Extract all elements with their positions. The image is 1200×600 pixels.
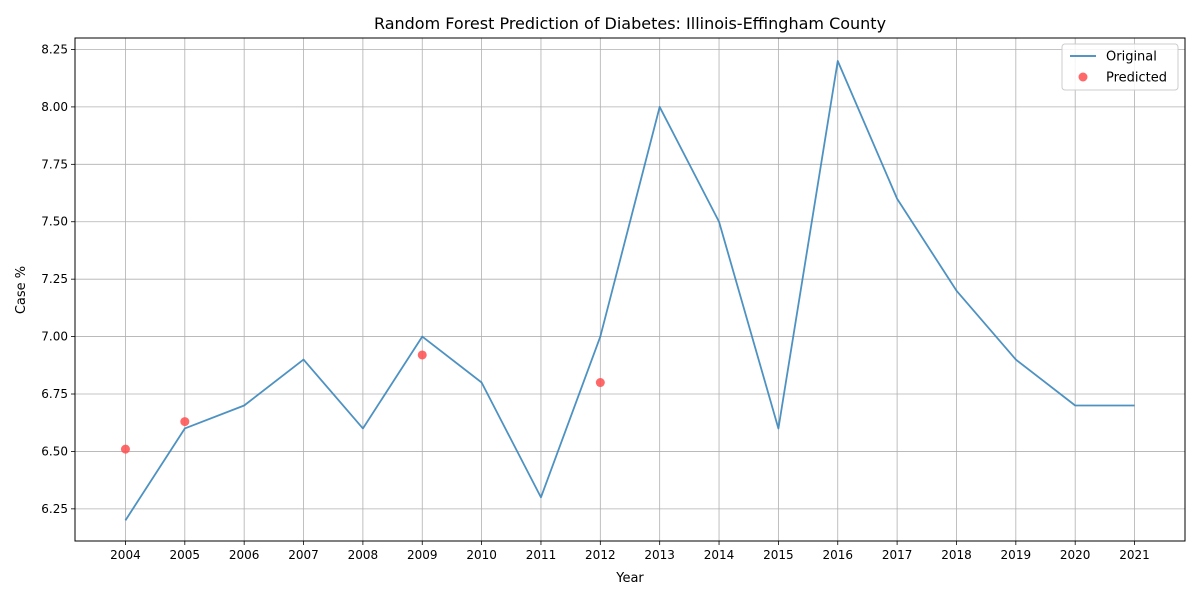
x-tick-label: 2013 xyxy=(644,548,675,562)
x-tick-label: 2019 xyxy=(1001,548,1032,562)
y-tick-label: 6.50 xyxy=(41,444,68,458)
plot-frame xyxy=(74,37,1186,542)
x-tick-label: 2016 xyxy=(822,548,853,562)
legend: Original Predicted xyxy=(1061,43,1179,91)
predicted-point xyxy=(595,378,605,388)
y-tick-label: 7.50 xyxy=(41,215,68,229)
original-series-line xyxy=(124,60,1135,521)
x-tick-label: 2008 xyxy=(348,548,379,562)
y-tick-label: 8.00 xyxy=(41,100,68,114)
x-tick-label: 2017 xyxy=(882,548,913,562)
y-tick-label: 7.25 xyxy=(41,272,68,286)
legend-marker-swatch xyxy=(1078,72,1088,82)
y-tick-label: 7.75 xyxy=(41,157,68,171)
x-tick-label: 2012 xyxy=(585,548,616,562)
x-tick-label: 2018 xyxy=(941,548,972,562)
y-axis-label: Case % xyxy=(14,266,29,314)
x-tick-label: 2005 xyxy=(170,548,201,562)
x-tick-label: 2011 xyxy=(526,548,557,562)
x-axis: 2004 2005 2006 2007 2008 2009 2010 2011 2012 2013… xyxy=(110,541,1150,562)
predicted-point xyxy=(180,417,190,427)
x-tick-label: 2010 xyxy=(466,548,497,562)
series-layer xyxy=(120,60,1135,521)
predicted-point xyxy=(120,444,130,454)
y-tick-label: 8.25 xyxy=(41,42,68,56)
x-tick-label: 2004 xyxy=(110,548,141,562)
x-tick-label: 2007 xyxy=(288,548,319,562)
x-tick-label: 2014 xyxy=(704,548,735,562)
x-tick-label: 2021 xyxy=(1119,548,1150,562)
x-tick-label: 2020 xyxy=(1060,548,1091,562)
x-tick-label: 2015 xyxy=(763,548,794,562)
chart-title: Random Forest Prediction of Diabetes: Il… xyxy=(374,14,886,33)
predicted-point xyxy=(417,350,427,360)
legend-entry-label: Original xyxy=(1106,50,1157,65)
x-tick-label: 2009 xyxy=(407,548,438,562)
y-tick-label: 6.75 xyxy=(41,387,68,401)
grid-lines xyxy=(75,38,1185,541)
y-tick-label: 7.00 xyxy=(41,330,68,344)
y-tick-label: 6.25 xyxy=(41,502,68,516)
x-axis-label: Year xyxy=(615,571,644,586)
y-axis: 6.25 6.50 6.75 7.00 7.25 7.50 7.75 8.00 8.25 xyxy=(41,42,75,516)
x-tick-label: 2006 xyxy=(229,548,260,562)
legend-entry-label: Predicted xyxy=(1106,71,1167,86)
